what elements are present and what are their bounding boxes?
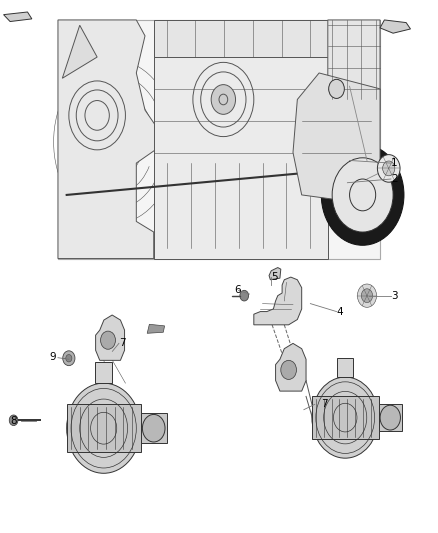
Text: 8: 8 [10,416,17,426]
Polygon shape [293,73,380,206]
Text: 1: 1 [391,158,398,168]
Polygon shape [4,12,32,21]
Polygon shape [269,268,281,280]
Bar [58,20,380,259]
Bar [67,405,141,452]
Circle shape [321,144,404,245]
Circle shape [378,155,400,182]
Circle shape [281,360,297,379]
Bar [141,414,167,443]
Circle shape [312,377,378,458]
Text: 2: 2 [391,174,398,184]
Circle shape [332,158,393,232]
Circle shape [67,383,141,473]
Circle shape [240,290,249,301]
Bar [95,362,113,383]
Text: 3: 3 [391,290,398,301]
Polygon shape [95,315,124,360]
Bar [378,404,402,431]
Circle shape [383,161,395,176]
Text: 5: 5 [271,272,278,282]
Polygon shape [147,324,165,333]
Polygon shape [62,25,97,78]
Text: 7: 7 [321,399,328,409]
Circle shape [350,179,376,211]
Circle shape [63,351,75,366]
Circle shape [66,354,72,362]
Text: 4: 4 [336,306,343,317]
Circle shape [380,405,400,430]
Polygon shape [58,20,380,259]
Circle shape [357,284,377,308]
Polygon shape [328,20,380,110]
Bar [337,358,353,377]
Bar [312,396,378,439]
Bar [154,20,328,57]
Circle shape [9,415,18,425]
Text: 6: 6 [234,285,241,295]
Polygon shape [380,20,410,33]
Text: 9: 9 [49,352,56,361]
Polygon shape [58,20,167,259]
Circle shape [361,289,373,303]
Circle shape [101,331,116,349]
Circle shape [211,85,236,114]
Polygon shape [254,277,302,325]
Circle shape [328,79,344,99]
Polygon shape [154,36,328,259]
Polygon shape [276,343,306,391]
Text: 7: 7 [119,338,126,349]
Circle shape [142,415,165,442]
